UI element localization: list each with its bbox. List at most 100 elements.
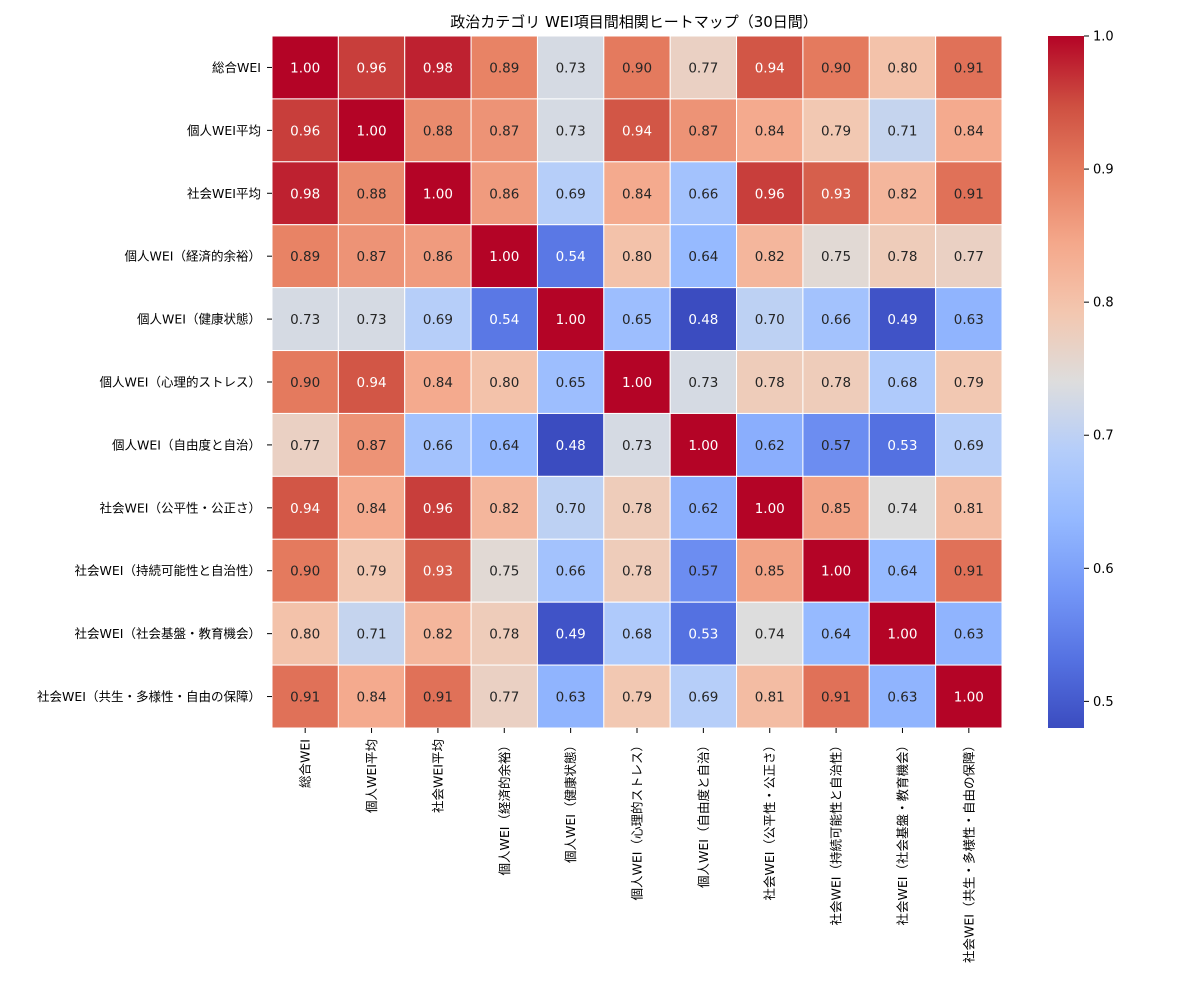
cell-value-label: 0.77 [954, 249, 984, 265]
cell-value-label: 0.62 [688, 501, 718, 517]
heatmap-cell [470, 224, 538, 289]
column-label: 社会WEI平均 [430, 739, 445, 813]
cell-value-label: 0.66 [821, 312, 851, 328]
cell-value-label: 0.77 [290, 438, 320, 454]
heatmap-cell [271, 287, 339, 352]
cell-value-label: 0.88 [357, 186, 387, 202]
column-label: 個人WEI（健康状態） [563, 739, 578, 863]
cell-value-label: 0.48 [556, 438, 586, 454]
cell-value-label: 0.48 [688, 312, 718, 328]
cell-value-label: 0.78 [489, 627, 519, 643]
heatmap-cell [470, 475, 538, 540]
heatmap-cell [736, 35, 804, 100]
colorbar: 0.5 0.6 0.7 0.8 0.9 1.0 [1048, 30, 1114, 728]
row-label: 個人WEI（経済的余裕） [125, 249, 261, 264]
cell-value-label: 0.64 [688, 249, 718, 265]
cell-value-label: 0.64 [887, 564, 917, 580]
heatmap-cell [536, 287, 605, 352]
column-label: 個人WEI平均 [364, 739, 379, 813]
cell-value-label: 0.94 [755, 60, 785, 76]
cell-value-label: 0.75 [489, 564, 519, 580]
cell-value-label: 0.96 [357, 60, 387, 76]
cell-value-label: 0.53 [688, 627, 718, 643]
heatmap-cell [271, 475, 339, 540]
cell-value-label: 0.71 [887, 123, 917, 139]
cell-value-label: 0.77 [688, 60, 718, 76]
cell-value-label: 0.84 [357, 501, 387, 517]
cell-value-label: 1.00 [290, 60, 320, 76]
row-label: 個人WEI（自由度と自治） [112, 437, 261, 452]
heatmap-cell [935, 475, 1003, 540]
cell-value-label: 0.87 [357, 249, 387, 265]
cell-value-label: 0.70 [556, 501, 586, 517]
heatmap-cell [802, 601, 870, 666]
cell-value-label: 0.82 [887, 186, 917, 202]
heatmap-cell [669, 538, 738, 603]
cell-value-label: 0.90 [622, 60, 652, 76]
cell-value-label: 0.89 [489, 60, 519, 76]
heatmap-cell [603, 161, 671, 226]
cell-value-label: 0.54 [556, 249, 586, 265]
heatmap-cell [935, 538, 1003, 603]
cell-value-label: 0.91 [821, 690, 851, 706]
cell-value-label: 0.84 [357, 690, 387, 706]
heatmap-cell [536, 664, 605, 729]
heatmap-cell [603, 664, 671, 729]
cell-value-label: 0.78 [755, 375, 785, 391]
heatmap-cell [669, 98, 738, 163]
cell-value-label: 0.77 [489, 690, 519, 706]
heatmap-cell [536, 601, 605, 666]
heatmap-cell [404, 224, 472, 289]
heatmap-cell [603, 412, 671, 477]
heatmap-cell [603, 35, 671, 100]
cell-value-label: 0.80 [622, 249, 652, 265]
column-labels: 総合WEI 個人WEI平均 社会WEI平均 個人WEI（経済的余裕） 個人WEI（健康状… [298, 728, 976, 963]
column-label: 個人WEI（自由度と自治） [696, 739, 711, 888]
row-label: 個人WEI（心理的ストレス） [100, 375, 261, 390]
heatmap-cell [802, 287, 870, 352]
cell-value-label: 0.93 [821, 186, 851, 202]
cell-value-label: 0.80 [489, 375, 519, 391]
cell-value-label: 0.81 [954, 501, 984, 517]
row-label: 社会WEI（持続可能性と自治性） [75, 563, 261, 578]
heatmap-cell [536, 475, 605, 540]
heatmap-cell [736, 538, 804, 603]
cell-value-label: 0.73 [357, 312, 387, 328]
cell-value-label: 0.53 [887, 438, 917, 454]
heatmap-cell [470, 538, 538, 603]
column-label: 個人WEI（心理的ストレス） [630, 739, 645, 900]
colorbar-tick-label: 0.6 [1093, 562, 1114, 577]
colorbar-gradient [1048, 36, 1084, 728]
heatmap-cell [935, 350, 1003, 414]
heatmap-cell [404, 161, 472, 226]
heatmap-cell [868, 412, 937, 477]
heatmap-cell [470, 412, 538, 477]
heatmap-cell [868, 664, 937, 729]
cell-value-label: 0.79 [622, 690, 652, 706]
cell-value-label: 0.73 [688, 375, 718, 391]
cell-value-label: 0.73 [556, 123, 586, 139]
cell-value-label: 0.74 [755, 627, 785, 643]
cell-value-label: 0.80 [887, 60, 917, 76]
colorbar-tick-label: 0.7 [1093, 429, 1114, 444]
heatmap-cell [271, 538, 339, 603]
heatmap-cell [935, 224, 1003, 289]
cell-value-label: 0.79 [954, 375, 984, 391]
cell-value-label: 0.91 [954, 186, 984, 202]
cell-value-label: 0.87 [688, 123, 718, 139]
cell-value-label: 0.93 [423, 564, 453, 580]
cell-value-label: 0.69 [954, 438, 984, 454]
cell-value-label: 0.66 [423, 438, 453, 454]
heatmap-cell [536, 98, 605, 163]
cell-value-label: 0.63 [887, 690, 917, 706]
heatmap-cell [669, 161, 738, 226]
cell-value-label: 0.63 [954, 627, 984, 643]
column-label: 社会WEI（共生・多様性・自由の保障） [961, 739, 976, 963]
cell-value-label: 0.91 [423, 690, 453, 706]
heatmap-cell [935, 601, 1003, 666]
cell-value-label: 0.68 [622, 627, 652, 643]
cell-value-label: 0.78 [821, 375, 851, 391]
cell-value-label: 0.68 [887, 375, 917, 391]
heatmap-cell [470, 601, 538, 666]
heatmap-cell [271, 35, 339, 100]
